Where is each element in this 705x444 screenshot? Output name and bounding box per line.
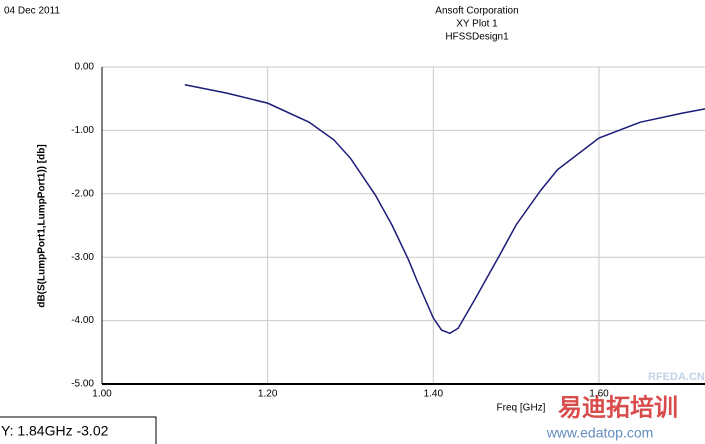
watermark: www.edatop.com: [546, 425, 654, 441]
y-tick-label: -5.00: [71, 379, 94, 390]
y-axis-label: dB(S(LumpPort1,LumpPort1)) [db]: [37, 144, 48, 307]
watermark: RFEDA.CN: [648, 371, 705, 383]
chart-title: Ansoft Corporation: [435, 6, 518, 17]
x-axis-label: Freq [GHz]: [497, 403, 546, 414]
data-line: [184, 84, 705, 335]
watermark: 易迪拓培训: [558, 393, 678, 421]
marker-label: Y: 1.84GHz -3.02: [1, 423, 109, 439]
y-tick-label: -1.00: [71, 125, 94, 136]
x-tick-label: 1.20: [258, 389, 278, 400]
y-tick-label: -4.00: [71, 315, 94, 326]
x-tick-label: 1.00: [92, 389, 112, 400]
marker-box: [0, 416, 157, 444]
design-name: HFSSDesign1: [445, 32, 509, 43]
y-tick-label: -2.00: [71, 188, 94, 199]
x-tick-label: 1.40: [424, 389, 444, 400]
x-tick-label: 1.60: [589, 389, 609, 400]
date: 04 Dec 2011: [4, 6, 60, 17]
y-tick-label: 0.00: [75, 62, 95, 73]
chart-subtitle: XY Plot 1: [456, 19, 498, 30]
y-tick-label: -3.00: [71, 252, 94, 263]
